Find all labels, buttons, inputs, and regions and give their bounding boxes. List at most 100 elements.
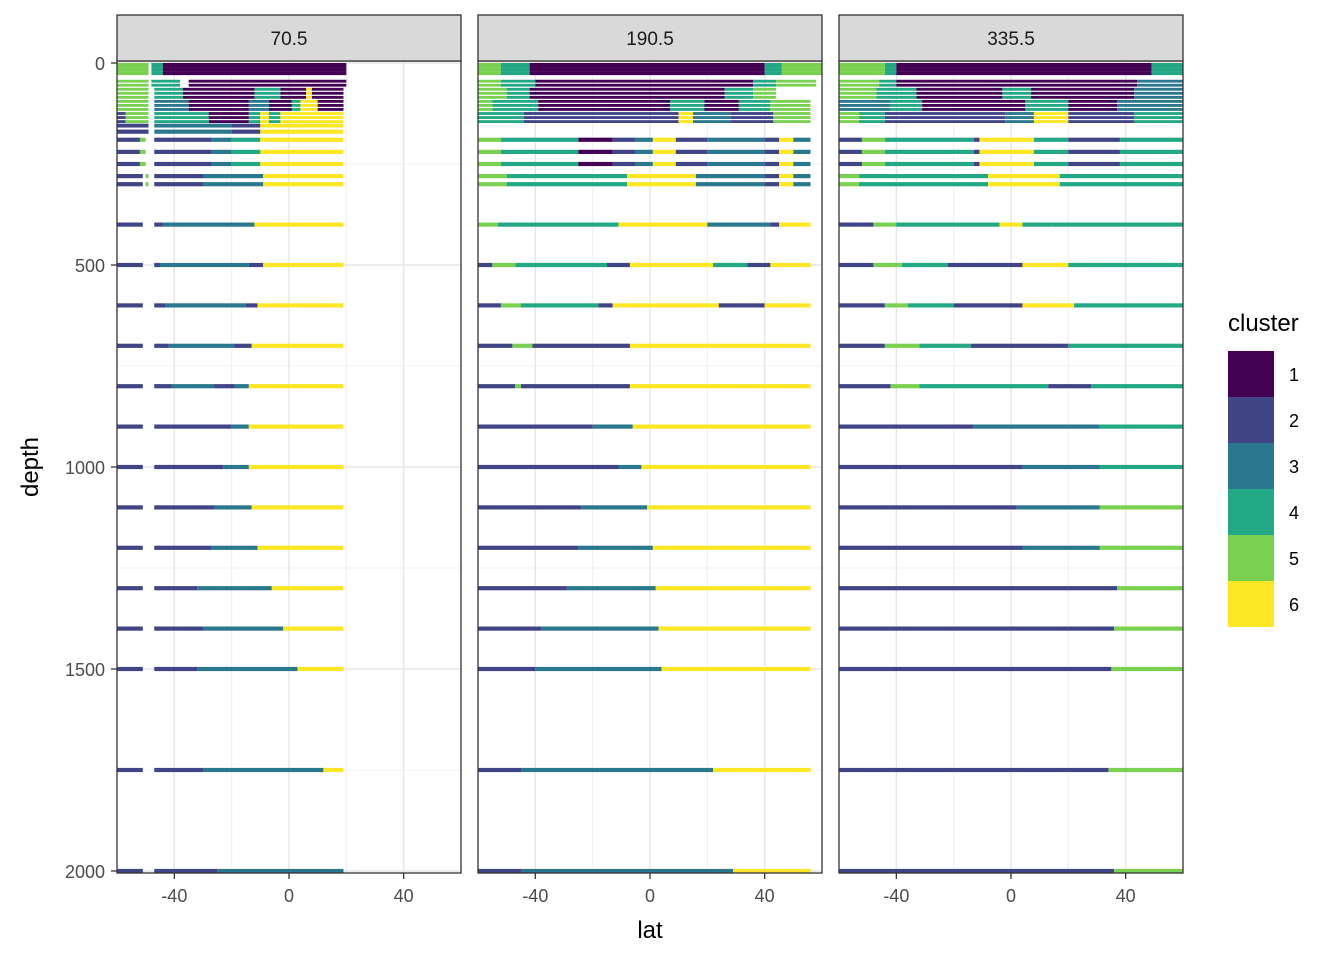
tile-cluster-3 bbox=[695, 174, 765, 179]
tile-cluster-3 bbox=[171, 384, 215, 389]
tile-cluster-5 bbox=[478, 83, 501, 87]
tile-cluster-1 bbox=[538, 104, 671, 107]
tile-cluster-1 bbox=[188, 79, 347, 83]
tile-cluster-4 bbox=[738, 108, 771, 111]
tile-cluster-6 bbox=[306, 91, 312, 95]
tile-cluster-3 bbox=[154, 123, 232, 128]
tile-cluster-5 bbox=[753, 91, 777, 95]
tile-cluster-5 bbox=[839, 63, 885, 68]
facet-strip bbox=[838, 14, 1184, 62]
legend-label-3: 3 bbox=[1289, 457, 1299, 477]
tile-cluster-5 bbox=[884, 303, 908, 308]
tile-cluster-6 bbox=[260, 149, 344, 154]
tile-cluster-1 bbox=[208, 116, 249, 119]
tile-cluster-5 bbox=[478, 91, 507, 95]
tile-cluster-5 bbox=[478, 71, 501, 76]
tile-cluster-2 bbox=[839, 343, 885, 348]
tile-cluster-6 bbox=[979, 161, 1034, 167]
tile-cluster-3 bbox=[973, 424, 1100, 429]
tile-cluster-4 bbox=[670, 99, 705, 103]
tile-cluster-4 bbox=[248, 120, 261, 123]
tile-cluster-3 bbox=[693, 116, 731, 119]
tile-cluster-4 bbox=[151, 67, 163, 72]
tile-cluster-3 bbox=[197, 666, 298, 672]
tile-cluster-2 bbox=[1068, 112, 1135, 115]
tile-cluster-2 bbox=[839, 137, 862, 142]
tile-cluster-4 bbox=[1134, 116, 1183, 119]
tile-cluster-1 bbox=[578, 137, 613, 142]
tile-cluster-6 bbox=[618, 222, 708, 227]
tile-cluster-2 bbox=[117, 343, 143, 348]
tile-cluster-2 bbox=[478, 586, 567, 591]
tile-cluster-2 bbox=[117, 174, 143, 179]
legend: cluster 1 2 3 4 5 6 bbox=[1228, 310, 1299, 627]
tile-cluster-2 bbox=[839, 586, 1118, 591]
tile-cluster-5 bbox=[873, 262, 903, 268]
tile-cluster-4 bbox=[859, 120, 885, 123]
tile-cluster-4 bbox=[1022, 222, 1052, 227]
tile-cluster-4 bbox=[1068, 343, 1183, 348]
tile-cluster-6 bbox=[779, 182, 794, 187]
tile-cluster-1 bbox=[311, 91, 344, 95]
tile-cluster-6 bbox=[260, 116, 269, 119]
tile-cluster-3 bbox=[203, 182, 264, 187]
tile-cluster-1 bbox=[1068, 99, 1118, 103]
tile-cluster-4 bbox=[1033, 149, 1069, 154]
tile-cluster-6 bbox=[323, 767, 344, 773]
tile-cluster-4 bbox=[876, 95, 917, 99]
tile-cluster-1 bbox=[922, 108, 1026, 111]
tile-cluster-4 bbox=[738, 104, 771, 107]
tile-cluster-2 bbox=[154, 464, 224, 470]
tile-cluster-3 bbox=[707, 149, 765, 154]
tile-cluster-5 bbox=[753, 87, 777, 91]
tile-cluster-6 bbox=[257, 303, 344, 308]
tile-cluster-1 bbox=[280, 95, 307, 99]
tile-cluster-5 bbox=[839, 91, 877, 95]
tile-cluster-2 bbox=[747, 262, 771, 268]
tile-cluster-6 bbox=[260, 123, 344, 128]
tile-cluster-3 bbox=[154, 108, 189, 111]
tile-cluster-6 bbox=[779, 174, 794, 179]
tile-cluster-5 bbox=[125, 120, 149, 123]
tile-cluster-2 bbox=[521, 384, 630, 389]
tile-cluster-4 bbox=[859, 112, 885, 115]
tile-cluster-4 bbox=[764, 63, 782, 68]
tile-cluster-2 bbox=[117, 586, 143, 591]
tile-cluster-1 bbox=[188, 104, 249, 107]
tile-cluster-6 bbox=[629, 262, 714, 268]
tile-cluster-5 bbox=[478, 95, 507, 99]
panel-tiles bbox=[478, 63, 822, 873]
tile-cluster-5 bbox=[861, 161, 885, 167]
tile-cluster-5 bbox=[770, 108, 811, 111]
tile-cluster-1 bbox=[529, 63, 765, 68]
tile-cluster-1 bbox=[1068, 108, 1118, 111]
tile-cluster-5 bbox=[839, 182, 860, 187]
tile-cluster-4 bbox=[492, 108, 539, 111]
tile-cluster-1 bbox=[529, 67, 765, 72]
panel-190.5: 190.5 bbox=[477, 14, 823, 874]
tile-cluster-4 bbox=[154, 120, 209, 123]
tile-cluster-3 bbox=[223, 464, 249, 470]
tile-cluster-6 bbox=[263, 262, 344, 268]
tile-cluster-3 bbox=[592, 424, 633, 429]
tile-cluster-4 bbox=[515, 262, 607, 268]
tile-cluster-4 bbox=[859, 182, 989, 187]
tile-cluster-1 bbox=[1068, 104, 1118, 107]
tile-cluster-4 bbox=[151, 79, 181, 83]
tile-cluster-2 bbox=[478, 545, 579, 550]
tile-cluster-2 bbox=[718, 303, 765, 308]
tile-cluster-2 bbox=[231, 123, 261, 128]
tile-cluster-2 bbox=[1048, 384, 1092, 389]
tile-cluster-6 bbox=[306, 87, 312, 91]
tile-cluster-2 bbox=[117, 545, 143, 550]
tile-cluster-2 bbox=[154, 586, 198, 591]
tile-cluster-4 bbox=[500, 137, 579, 142]
tile-cluster-1 bbox=[529, 71, 765, 76]
tile-cluster-6 bbox=[248, 424, 344, 429]
tile-cluster-2 bbox=[117, 626, 143, 631]
legend-key-6 bbox=[1228, 581, 1274, 627]
tile-cluster-2 bbox=[884, 120, 1006, 123]
tile-cluster-3 bbox=[217, 868, 344, 873]
tile-cluster-2 bbox=[154, 626, 203, 631]
tile-cluster-6 bbox=[652, 545, 811, 550]
